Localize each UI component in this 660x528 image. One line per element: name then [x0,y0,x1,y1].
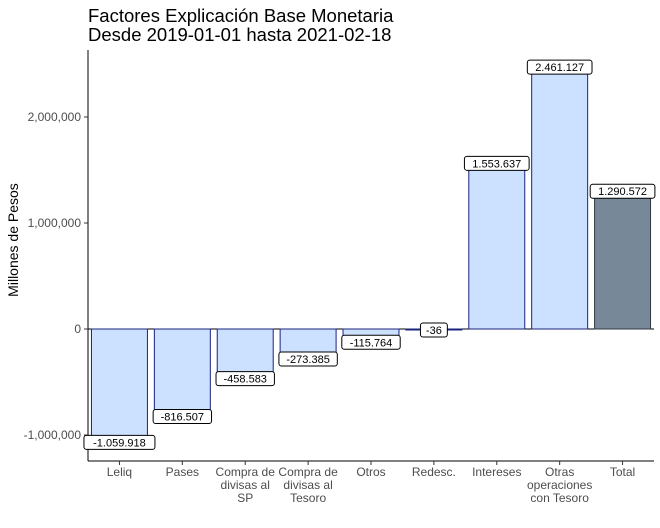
bar [216,328,274,379]
x-tick-label-line: Total [610,465,635,479]
data-label-box [463,155,530,171]
data-label-box [419,322,448,338]
bar [531,67,589,330]
data-label-box [526,59,593,75]
y-tick-label: -1,000,000 [24,428,82,442]
x-tick-label-line: operaciones [527,478,592,492]
chart-subtitle: Desde 2019-01-01 hasta 2021-02-18 [88,24,392,45]
x-tick-label: Otros [356,465,385,479]
x-tick-label: Redesc. [412,465,456,479]
y-tick-label: 2,000,000 [28,110,82,124]
x-tick-label: Pases [166,465,199,479]
data-label: -1.059.918 [93,437,146,449]
x-tick-label-line: Pases [166,465,199,479]
data-label: 1.290.572 [598,186,647,198]
x-tick-label-line: Compra de [278,465,338,479]
bar [468,163,526,330]
data-label-box [341,334,401,350]
y-axis-label: Millones de Pesos [5,183,21,297]
plot-area: -1,000,000 0 1,000,000 2,000,000 -1.059.918 L… [24,50,656,505]
x-tick-label: Compra de divisas al Tesoro [278,465,338,505]
data-label: -458.583 [224,374,267,386]
x-tick-label: Total [610,465,635,479]
data-label: -273.385 [286,354,329,366]
x-tick-label: Intereses [472,465,521,479]
x-tick-label: Compra de divisas al SP [216,465,276,505]
data-label-box [83,434,156,450]
data-label-box [278,351,338,367]
y-tick-label: 1,000,000 [28,216,82,230]
x-tick-label-line: Redesc. [412,465,456,479]
data-label: -816.507 [161,412,204,424]
x-tick-label-line: Otros [356,465,385,479]
x-tick-label-line: Otras [545,465,574,479]
x-tick-label: Otras operaciones con Tesoro [527,465,592,505]
data-label-box [215,371,275,387]
x-tick-label-line: con Tesoro [530,491,589,505]
data-label: -115.764 [350,337,393,349]
x-tick-label-line: Intereses [472,465,521,479]
bar [153,328,211,417]
chart-title: Factores Explicación Base Monetaria [88,5,394,26]
x-tick-label-line: Compra de [216,465,276,479]
data-label: -36 [426,325,442,337]
data-label-box [589,183,656,199]
y-tick-label: 0 [74,322,81,336]
x-tick-label-line: SP [237,491,253,505]
x-tick-label: Leliq [107,465,132,479]
x-tick-label-line: Tesoro [290,491,326,505]
data-label: 1.553.637 [472,158,521,170]
x-tick-label-line: divisas al [221,478,270,492]
x-tick-label-line: divisas al [283,478,332,492]
bar [90,328,148,442]
bar [594,191,652,330]
x-tick-label-line: Leliq [107,465,132,479]
data-label-box [152,409,213,425]
data-label: 2.461.127 [535,62,584,74]
